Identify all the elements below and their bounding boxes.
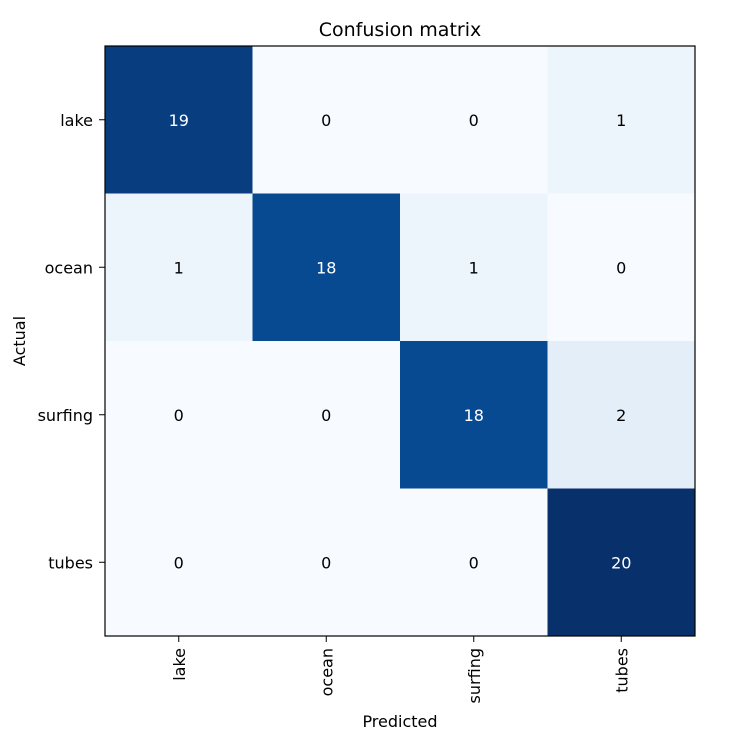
heatmap-cell [105,193,253,342]
cell-value-label: 0 [616,258,626,277]
heatmap-cell [252,341,401,489]
heatmap-cell [547,193,696,342]
y-tick-label: surfing [38,406,93,425]
heatmap-cell [400,341,548,489]
cell-value-label: 20 [611,553,631,572]
heatmap-cell [547,341,696,489]
heatmap-cell [547,488,696,637]
heatmap-cell [400,193,548,342]
heatmap-cell [252,46,401,194]
heatmap-cell [400,46,548,194]
y-tick-label: tubes [48,553,93,572]
heatmap-cell [105,488,253,637]
x-tick-label: surfing [465,648,484,703]
chart-title: Confusion matrix [319,19,481,41]
x-tick-label: ocean [317,648,336,696]
cell-value-label: 1 [616,111,626,130]
cell-value-label: 2 [616,406,626,425]
cell-value-label: 0 [174,553,184,572]
x-axis-ticks: lake ocean surfing tubes [170,636,631,703]
x-tick-label: lake [170,648,189,681]
cell-value-label: 0 [321,553,331,572]
heatmap-cell [252,488,401,637]
cell-value-label: 19 [169,111,189,130]
heatmap-cell [547,46,696,194]
cell-value-label: 0 [321,406,331,425]
y-axis-label: Actual [10,316,29,366]
cell-value-label: 0 [469,553,479,572]
cell-value-labels: 19 0 0 11 18 1 00 0 18 20 0 0 20 [169,111,632,573]
y-tick-label: ocean [45,258,93,277]
heatmap-cell [400,488,548,637]
x-tick-label: tubes [612,648,631,693]
heatmap-cell [252,193,401,342]
cell-value-label: 1 [174,258,184,277]
cell-value-label: 0 [174,406,184,425]
heatmap-cell [105,341,253,489]
y-axis-ticks: lake ocean surfing tubes [38,111,105,572]
cell-value-label: 18 [464,406,484,425]
cell-value-label: 0 [469,111,479,130]
heatmap-cell [105,46,253,194]
heatmap-cells [105,46,696,637]
plot-frame [104,45,696,637]
cell-value-label: 0 [321,111,331,130]
x-axis-label: Predicted [362,712,437,731]
cell-value-label: 1 [469,258,479,277]
cell-value-label: 18 [316,258,336,277]
y-tick-label: lake [60,111,93,130]
